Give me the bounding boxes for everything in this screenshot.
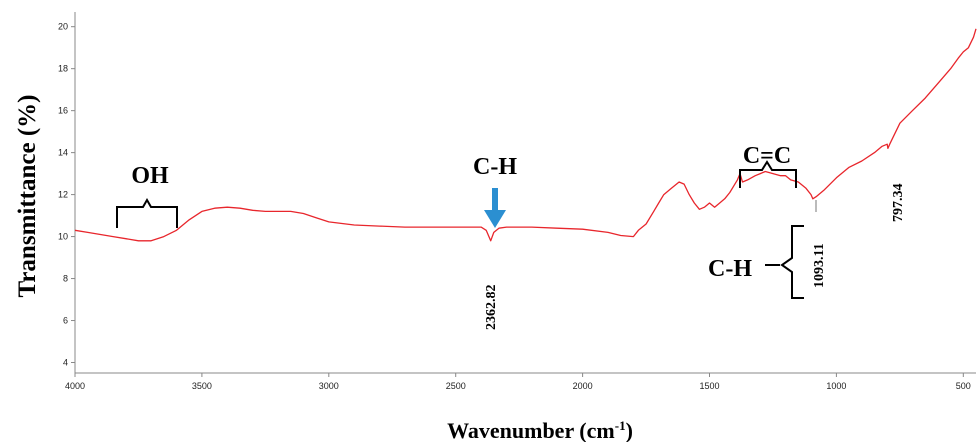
x-tick-label: 2500 <box>446 381 466 391</box>
ch-right-label: C-H <box>708 256 752 282</box>
x-tick-label: 1000 <box>826 381 846 391</box>
x-axis-label-main: Wavenumber (cm <box>447 418 615 442</box>
y-tick-label: 8 <box>63 274 68 284</box>
ch-mid-label: C-H <box>473 154 517 180</box>
x-ticks: 4000 3500 3000 2500 2000 1500 1000 500 <box>65 373 971 391</box>
oh-label: OH <box>131 163 169 189</box>
x-tick-label: 3000 <box>319 381 339 391</box>
y-tick-label: 14 <box>58 148 68 158</box>
cc-bracket <box>739 160 797 188</box>
x-tick-label: 4000 <box>65 381 85 391</box>
x-axis-label: Wavenumber (cm-1) <box>447 418 633 442</box>
x-tick-label: 1500 <box>699 381 719 391</box>
y-tick-label: 10 <box>58 232 68 242</box>
y-tick-label: 18 <box>58 64 68 74</box>
oh-bracket <box>116 197 178 228</box>
x-axis-label-close: ) <box>626 418 633 442</box>
peak-label-2362: 2362.82 <box>484 285 499 331</box>
ch-right-bracket <box>780 225 804 299</box>
cc-label: C=C <box>743 143 791 169</box>
x-tick-label: 2000 <box>573 381 593 391</box>
x-tick-label: 500 <box>956 381 971 391</box>
y-tick-label: 6 <box>63 316 68 326</box>
y-axis-label: Transmittance (%) <box>14 95 41 298</box>
y-tick-label: 20 <box>58 22 68 32</box>
peak-label-1093: 1093.11 <box>812 243 827 288</box>
peak-label-797: 797.34 <box>891 184 906 223</box>
x-axis-label-superscript: -1 <box>615 418 626 433</box>
y-ticks: 4 6 8 10 12 14 16 18 20 <box>58 22 75 368</box>
down-arrow-icon <box>484 188 506 228</box>
y-tick-label: 12 <box>58 190 68 200</box>
y-tick-label: 16 <box>58 106 68 116</box>
x-tick-label: 3500 <box>192 381 212 391</box>
transmittance-series-line <box>74 28 977 242</box>
y-tick-label: 4 <box>63 358 68 368</box>
